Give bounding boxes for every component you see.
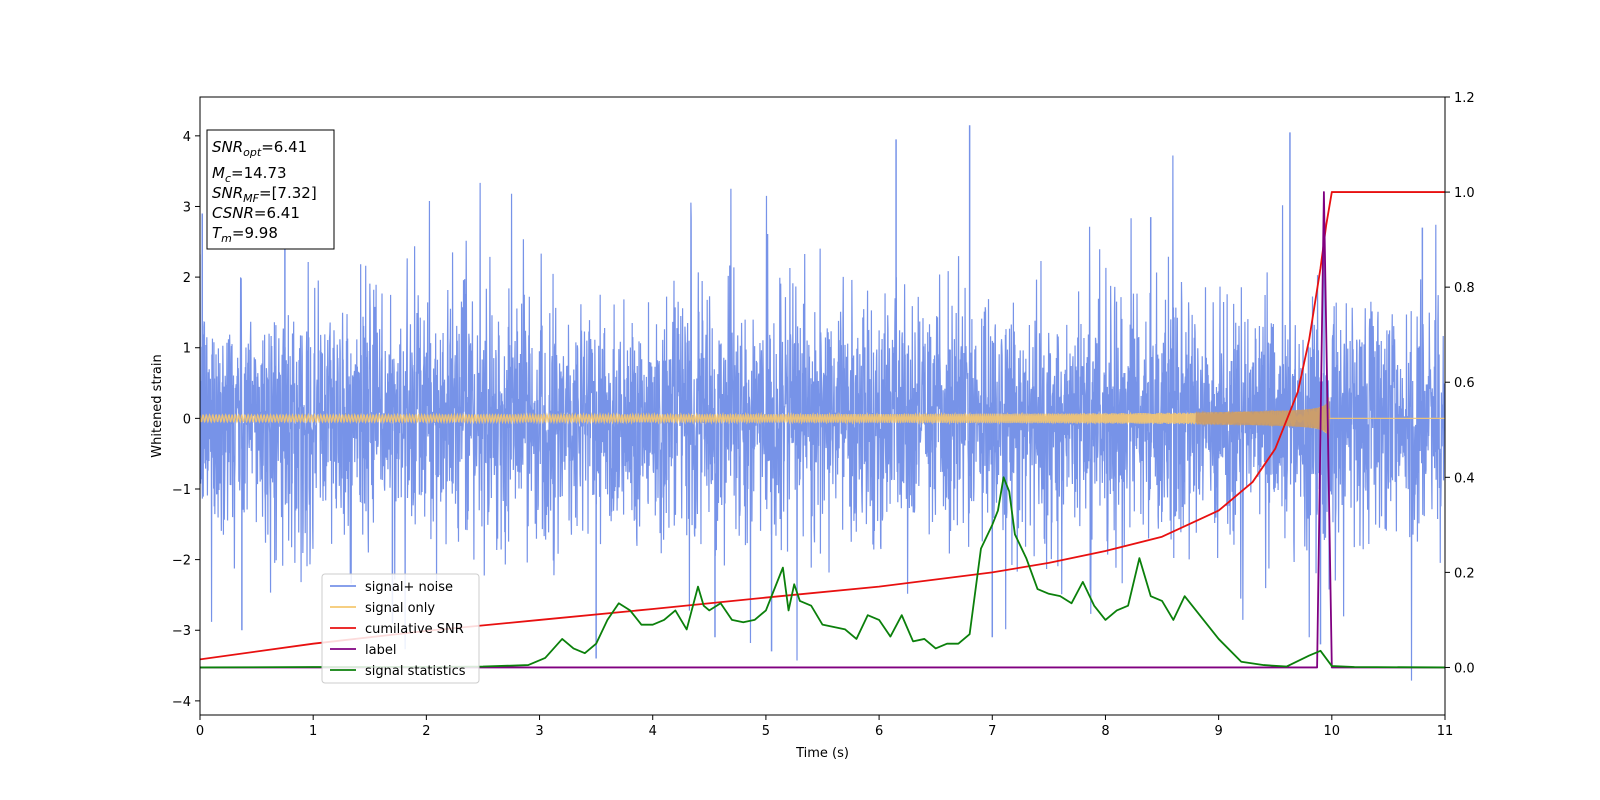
plot-area — [200, 125, 1445, 681]
x-tick-label-10: 10 — [1324, 724, 1341, 739]
y2-tick-label-2: 0.4 — [1454, 471, 1475, 486]
y-tick-label-8: 4 — [183, 130, 191, 145]
x-tick-label-8: 8 — [1101, 724, 1109, 739]
annotation-line-4: Tm=9.98 — [212, 224, 278, 245]
legend-label-4: signal statistics — [365, 664, 466, 679]
x-tick-label-0: 0 — [196, 724, 204, 739]
annotation-line-0: SNRopt=6.41 — [212, 138, 307, 159]
series-line-signal-noise — [200, 155, 1445, 681]
series-line-signal-only-merger — [1195, 397, 1331, 439]
y2-tick-label-3: 0.6 — [1454, 376, 1475, 391]
annotation-line-1: Mc=14.73 — [212, 164, 287, 185]
y2-tick-label-5: 1.0 — [1454, 186, 1475, 201]
x-tick-label-6: 6 — [875, 724, 883, 739]
y2-tick-label-1: 0.2 — [1454, 566, 1475, 581]
y2-tick-label-0: 0.0 — [1454, 661, 1475, 676]
legend-label-3: label — [365, 643, 396, 658]
y2-tick-label-6: 1.2 — [1454, 91, 1475, 106]
y-tick-label-6: 2 — [183, 271, 191, 286]
y-tick-label-4: 0 — [183, 412, 191, 427]
annotation-box: SNRopt=6.41 Mc=14.73SNRMF=[7.32]CSNR=6.41… — [206, 129, 335, 250]
x-tick-label-9: 9 — [1214, 724, 1222, 739]
x-tick-label-7: 7 — [988, 724, 996, 739]
y-tick-label-0: −4 — [172, 695, 191, 710]
y-tick-label-2: −2 — [172, 554, 191, 569]
x-axis-title: Time (s) — [795, 746, 849, 761]
axes: 0 1 2 3 4 5 6 7 8 9 10 11 −4 −3 −2 −1 0 1 2 3 4 0.0 0.2 0.4 0.6 0… — [150, 91, 1475, 761]
annotation-frame — [206, 129, 335, 250]
x-tick-label-4: 4 — [649, 724, 657, 739]
series-line-signal-statistics — [200, 476, 1445, 669]
x-tick-label-2: 2 — [422, 724, 430, 739]
y-tick-label-7: 3 — [183, 200, 191, 215]
series-line-cumilative-snr — [200, 191, 1445, 661]
x-tick-label-1: 1 — [309, 724, 317, 739]
legend-frame — [321, 573, 480, 684]
y-tick-label-3: −1 — [172, 483, 191, 498]
y-tick-label-5: 1 — [183, 342, 191, 357]
y2-tick-label-4: 0.8 — [1454, 281, 1475, 296]
x-tick-label-11: 11 — [1437, 724, 1454, 739]
plot-frame — [199, 96, 1446, 716]
x-tick-label-5: 5 — [762, 724, 770, 739]
legend-label-0: signal+ noise — [365, 580, 453, 595]
y-tick-label-1: −3 — [172, 624, 191, 639]
legend-label-1: signal only — [365, 601, 435, 616]
annotation-line-3: CSNR=6.41 — [212, 204, 300, 222]
legend: signal+ noise signal only cumilative SNR la… — [321, 573, 480, 684]
x-tick-label-3: 3 — [535, 724, 543, 739]
annotation-line-2: SNRMF=[7.32] — [212, 184, 317, 205]
y-axis-title: Whitened strain — [150, 354, 165, 457]
legend-label-2: cumilative SNR — [365, 622, 464, 637]
